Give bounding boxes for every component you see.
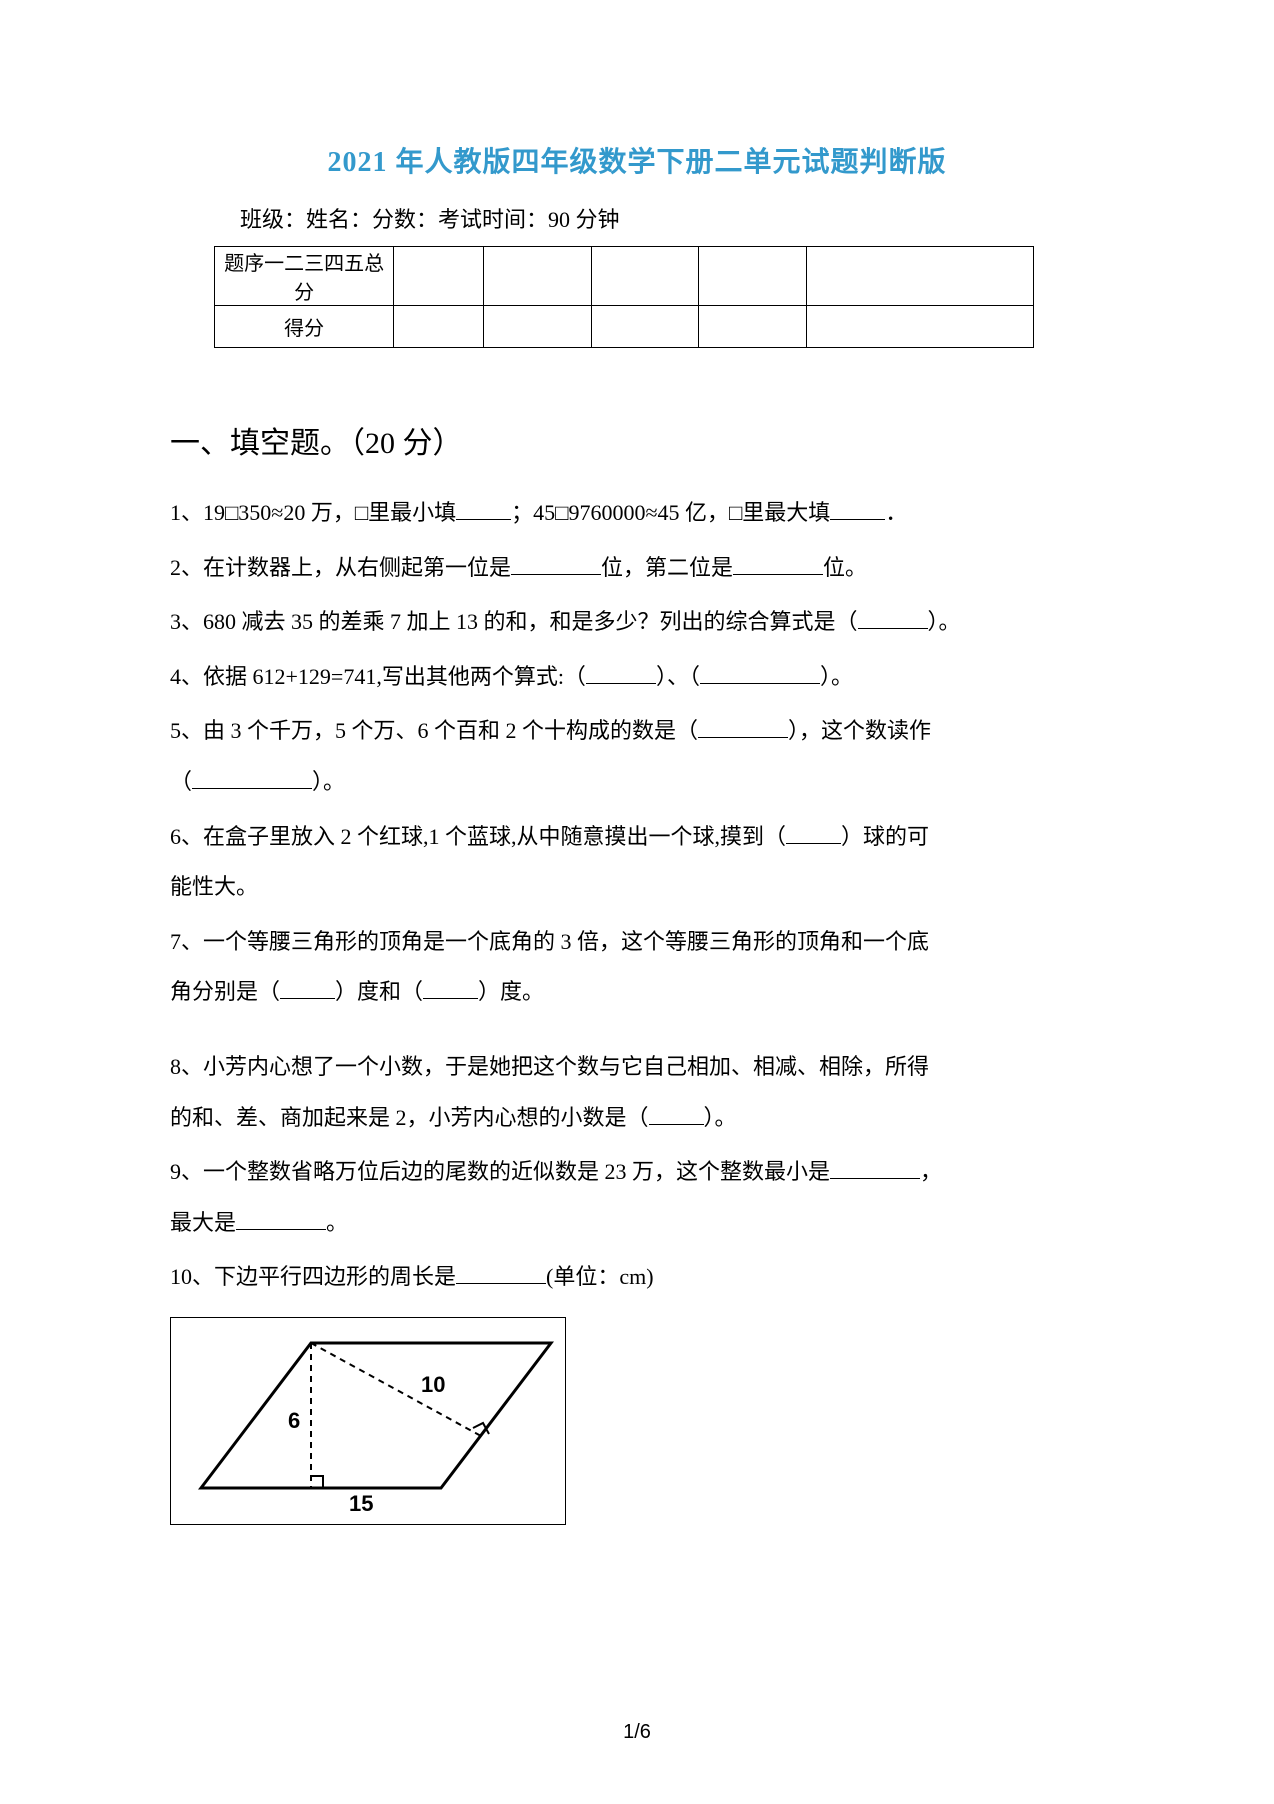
table-cell bbox=[699, 306, 807, 348]
question-5: 5、由 3 个千万，5 个万、6 个百和 2 个十构成的数是（ ），这个数读作 （… bbox=[170, 706, 1104, 807]
question-text: 位，第二位是 bbox=[601, 555, 733, 580]
table-cell bbox=[591, 306, 699, 348]
fill-blank bbox=[423, 977, 478, 999]
question-text: 1、19□350≈20 万，□里最小填 bbox=[170, 500, 456, 525]
question-text: 的和、差、商加起来是 2，小芳内心想的小数是（ bbox=[170, 1105, 649, 1130]
table-row: 题序一二三四五总分 bbox=[215, 247, 1034, 306]
diagonal-line bbox=[311, 1343, 481, 1436]
question-text: ）、（ bbox=[656, 664, 700, 689]
table-cell bbox=[394, 247, 484, 306]
right-angle-marker bbox=[311, 1476, 323, 1488]
diagram-label-height: 6 bbox=[288, 1408, 300, 1433]
question-2: 2、在计数器上，从右侧起第一位是 位，第二位是 位。 bbox=[170, 543, 1104, 594]
table-row: 得分 bbox=[215, 306, 1034, 348]
question-text: (单位：cm) bbox=[546, 1264, 654, 1289]
question-text: ）。 bbox=[820, 664, 853, 689]
fill-blank bbox=[192, 767, 312, 789]
fill-blank bbox=[858, 607, 928, 629]
question-text: ）。 bbox=[704, 1105, 737, 1130]
table-cell bbox=[483, 247, 591, 306]
table-cell bbox=[806, 247, 1033, 306]
question-text: 7、一个等腰三角形的顶角是一个底角的 3 倍，这个等腰三角形的顶角和一个底 bbox=[170, 929, 929, 954]
fill-blank bbox=[700, 662, 820, 684]
question-8: 8、小芳内心想了一个小数，于是她把这个数与它自己相加、相减、相除，所得 的和、差… bbox=[170, 1042, 1104, 1143]
fill-blank bbox=[786, 822, 841, 844]
parallelogram-shape bbox=[201, 1343, 551, 1488]
table-cell bbox=[699, 247, 807, 306]
question-6: 6、在盒子里放入 2 个红球,1 个蓝球,从中随意摸出一个球,摸到（ ）球的可 能… bbox=[170, 812, 1104, 913]
question-text: 能性大。 bbox=[170, 874, 258, 899]
question-7: 7、一个等腰三角形的顶角是一个底角的 3 倍，这个等腰三角形的顶角和一个底 角分… bbox=[170, 917, 1104, 1018]
question-text: ）度。 bbox=[478, 979, 544, 1004]
question-text: ；45□9760000≈45 亿，□里最大填 bbox=[511, 500, 830, 525]
fill-blank bbox=[830, 1157, 920, 1179]
question-text: 4、依据 612+129=741,写出其他两个算式:（ bbox=[170, 664, 586, 689]
question-text: 6、在盒子里放入 2 个红球,1 个蓝球,从中随意摸出一个球,摸到（ bbox=[170, 824, 786, 849]
fill-blank bbox=[586, 662, 656, 684]
fill-blank bbox=[733, 553, 823, 575]
question-text: 角分别是（ bbox=[170, 979, 280, 1004]
fill-blank bbox=[456, 498, 511, 520]
question-text: 5、由 3 个千万，5 个万、6 个百和 2 个十构成的数是（ bbox=[170, 718, 698, 743]
document-page: 2021 年人教版四年级数学下册二单元试题判断版 班级：姓名：分数：考试时间：9… bbox=[0, 0, 1274, 1585]
question-text: （ bbox=[170, 769, 192, 794]
question-text: 10、下边平行四边形的周长是 bbox=[170, 1264, 456, 1289]
diagram-label-base: 15 bbox=[349, 1491, 373, 1516]
question-text: ）。 bbox=[928, 609, 961, 634]
diagram-svg: 6 10 15 bbox=[181, 1328, 557, 1516]
table-cell: 题序一二三四五总分 bbox=[215, 247, 394, 306]
parallelogram-diagram: 6 10 15 bbox=[170, 1317, 566, 1525]
question-text: 最大是 bbox=[170, 1210, 236, 1235]
question-text: 。 bbox=[326, 1210, 348, 1235]
question-text: ， bbox=[920, 1159, 942, 1184]
table-cell: 得分 bbox=[215, 306, 394, 348]
question-text: 9、一个整数省略万位后边的尾数的近似数是 23 万，这个整数最小是 bbox=[170, 1159, 830, 1184]
diagram-label-diag: 10 bbox=[421, 1372, 445, 1397]
question-text: ），这个数读作 bbox=[788, 718, 931, 743]
table-cell bbox=[483, 306, 591, 348]
fill-blank bbox=[280, 977, 335, 999]
spacer bbox=[170, 1022, 1104, 1042]
page-number: 1/6 bbox=[623, 1721, 651, 1744]
table-cell bbox=[394, 306, 484, 348]
table-cell bbox=[806, 306, 1033, 348]
fill-blank bbox=[698, 716, 788, 738]
question-9: 9、一个整数省略万位后边的尾数的近似数是 23 万，这个整数最小是 ， 最大是 。 bbox=[170, 1147, 1104, 1248]
fill-blank bbox=[236, 1208, 326, 1230]
question-text: ）度和（ bbox=[335, 979, 423, 1004]
exam-info-line: 班级：姓名：分数：考试时间：90 分钟 bbox=[170, 202, 1104, 234]
question-text: ）球的可 bbox=[841, 824, 929, 849]
question-3: 3、680 减去 35 的差乘 7 加上 13 的和，和是多少？列出的综合算式是… bbox=[170, 597, 1104, 648]
question-text: 位。 bbox=[823, 555, 867, 580]
question-text: 3、680 减去 35 的差乘 7 加上 13 的和，和是多少？列出的综合算式是… bbox=[170, 609, 858, 634]
fill-blank bbox=[456, 1262, 546, 1284]
question-text: 2、在计数器上，从右侧起第一位是 bbox=[170, 555, 511, 580]
fill-blank bbox=[830, 498, 885, 520]
document-title: 2021 年人教版四年级数学下册二单元试题判断版 bbox=[170, 140, 1104, 180]
fill-blank bbox=[511, 553, 601, 575]
question-text: ． bbox=[885, 500, 907, 525]
question-4: 4、依据 612+129=741,写出其他两个算式:（ ）、（ ）。 bbox=[170, 652, 1104, 703]
question-1: 1、19□350≈20 万，□里最小填 ；45□9760000≈45 亿，□里最大… bbox=[170, 488, 1104, 539]
table-cell bbox=[591, 247, 699, 306]
fill-blank bbox=[649, 1103, 704, 1125]
question-10: 10、下边平行四边形的周长是 (单位：cm) bbox=[170, 1252, 1104, 1303]
question-text: ）。 bbox=[312, 769, 345, 794]
question-text: 8、小芳内心想了一个小数，于是她把这个数与它自己相加、相减、相除，所得 bbox=[170, 1054, 929, 1079]
section-title: 一、填空题。（20 分） bbox=[170, 418, 1104, 462]
score-table: 题序一二三四五总分 得分 bbox=[214, 246, 1034, 348]
